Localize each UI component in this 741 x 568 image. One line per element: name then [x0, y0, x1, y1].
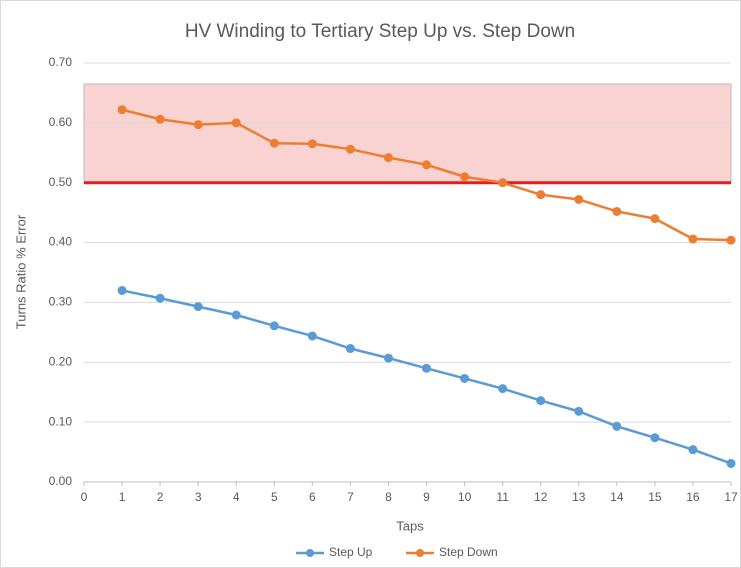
x-tick-label: 2: [157, 490, 164, 504]
x-tick-label: 11: [496, 490, 509, 504]
x-tick-label: 5: [271, 490, 278, 504]
point: [460, 373, 470, 383]
point: [574, 194, 584, 204]
point: [345, 144, 355, 154]
point: [422, 363, 432, 373]
point: [193, 120, 203, 130]
x-tick-label: 15: [648, 490, 662, 504]
band: [83, 83, 732, 184]
point: [498, 384, 508, 394]
y-tick-label: 0.30: [49, 295, 73, 309]
x-axis-label: Taps: [396, 518, 424, 533]
point: [155, 293, 165, 303]
legend-marker: [306, 549, 314, 557]
x-tick-label: 14: [610, 490, 624, 504]
y-tick-label: 0.40: [49, 235, 73, 249]
x-tick-label: 10: [458, 490, 472, 504]
point: [117, 285, 127, 295]
point: [231, 310, 241, 320]
point: [612, 421, 622, 431]
point: [650, 214, 660, 224]
point: [574, 406, 584, 416]
point: [726, 458, 736, 468]
x-tick-label: 13: [572, 490, 586, 504]
point: [612, 206, 622, 216]
x-tick-label: 0: [81, 490, 88, 504]
x-tick-label: 17: [724, 490, 738, 504]
point: [269, 138, 279, 148]
point: [688, 445, 698, 455]
x-tick-label: 9: [423, 490, 430, 504]
y-tick-label: 0.20: [49, 354, 73, 368]
point: [536, 190, 546, 200]
point: [460, 172, 470, 182]
legend-label: Step Down: [439, 545, 498, 559]
point: [726, 235, 736, 245]
x-tick-label: 4: [233, 490, 240, 504]
x-tick-label: 6: [309, 490, 316, 504]
point: [383, 353, 393, 363]
point: [307, 331, 317, 341]
point: [117, 105, 127, 115]
y-axis-label: Turns Ratio % Error: [13, 214, 28, 329]
x-tick-label: 1: [119, 490, 126, 504]
point: [383, 153, 393, 163]
point: [307, 139, 317, 149]
y-tick-label: 0.60: [49, 115, 73, 129]
point: [650, 433, 660, 443]
y-tick-label: 0.70: [49, 55, 73, 69]
x-tick-label: 12: [534, 490, 548, 504]
y-tick-label: 0.10: [49, 414, 73, 428]
y-tick-label: 0.50: [49, 175, 73, 189]
x-tick-label: 7: [347, 490, 354, 504]
y-tick-label: 0.00: [49, 474, 73, 488]
x-tick-label: 3: [195, 490, 202, 504]
point: [536, 396, 546, 406]
legend-label: Step Up: [329, 545, 373, 559]
legend-marker: [416, 549, 424, 557]
point: [193, 302, 203, 312]
x-tick-label: 8: [385, 490, 392, 504]
point: [231, 118, 241, 128]
point: [155, 114, 165, 124]
x-tick-label: 16: [686, 490, 700, 504]
point: [688, 234, 698, 244]
point: [269, 321, 279, 331]
point: [345, 344, 355, 354]
point: [422, 160, 432, 170]
point: [498, 178, 508, 188]
chart-title: HV Winding to Tertiary Step Up vs. Step …: [185, 21, 575, 42]
